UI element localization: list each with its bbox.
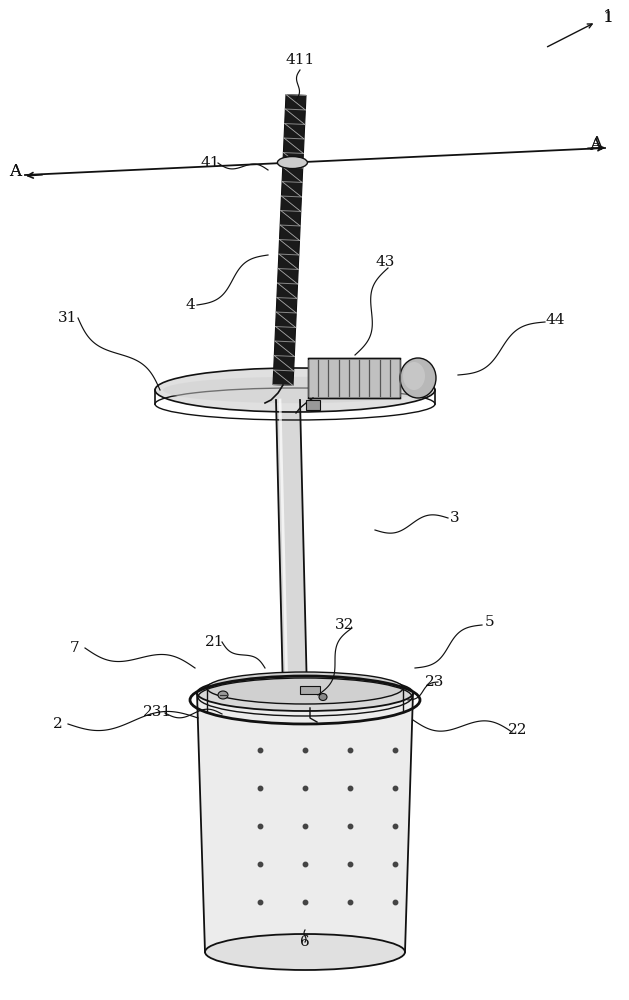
Text: 6: 6: [300, 935, 310, 949]
Ellipse shape: [403, 362, 425, 390]
Text: 43: 43: [376, 255, 394, 269]
Ellipse shape: [163, 377, 427, 403]
Text: 2: 2: [53, 717, 63, 731]
Text: 32: 32: [335, 618, 355, 632]
Polygon shape: [308, 358, 400, 398]
Ellipse shape: [218, 691, 228, 699]
Text: 231: 231: [143, 705, 172, 719]
Text: A: A: [590, 134, 602, 151]
Text: 3: 3: [450, 511, 460, 525]
Polygon shape: [306, 400, 320, 410]
Ellipse shape: [155, 368, 435, 412]
Text: 23: 23: [425, 675, 445, 689]
Text: 44: 44: [545, 313, 565, 327]
Text: A: A: [589, 136, 601, 153]
Text: 411: 411: [286, 53, 314, 67]
Text: 5: 5: [485, 615, 495, 629]
Text: A: A: [9, 162, 21, 180]
Ellipse shape: [207, 672, 403, 704]
Ellipse shape: [205, 934, 405, 970]
Text: 1: 1: [603, 9, 613, 26]
Ellipse shape: [197, 675, 413, 711]
Polygon shape: [273, 95, 306, 385]
Text: 4: 4: [185, 298, 195, 312]
Ellipse shape: [400, 358, 436, 398]
Polygon shape: [197, 693, 413, 952]
Polygon shape: [276, 400, 307, 693]
Text: 7: 7: [70, 641, 80, 655]
Ellipse shape: [319, 694, 327, 700]
Text: 22: 22: [508, 723, 528, 737]
Text: 41: 41: [200, 156, 220, 170]
Text: A: A: [9, 162, 21, 180]
Text: 31: 31: [58, 311, 78, 325]
Polygon shape: [300, 686, 320, 694]
Ellipse shape: [277, 157, 308, 169]
Text: 21: 21: [205, 635, 225, 649]
Text: 1: 1: [603, 11, 613, 25]
